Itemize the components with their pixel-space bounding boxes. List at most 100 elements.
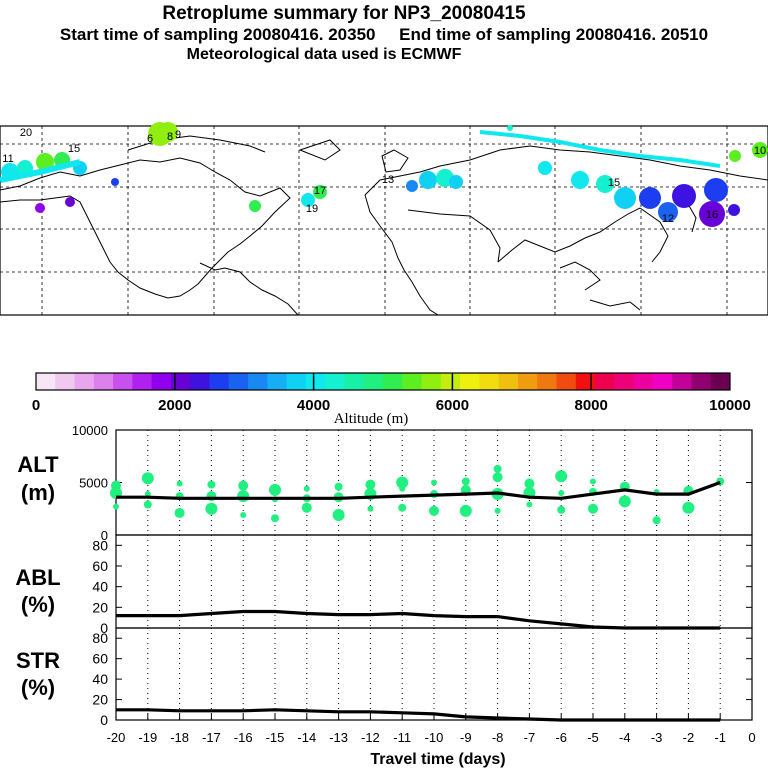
colorbar-tick-label: 8000 — [575, 397, 608, 414]
y-tick-label: 60 — [92, 558, 108, 574]
colorbar-swatch — [652, 373, 673, 390]
particle-point — [652, 516, 661, 525]
particle-point — [207, 480, 216, 489]
particle-point — [431, 479, 437, 486]
colorbar-tick-label: 4000 — [297, 397, 330, 414]
colorbar-swatch — [402, 373, 422, 390]
page-title: Retroplume summary for NP3_20080415 — [162, 3, 526, 24]
map-particle-blob — [313, 185, 327, 199]
particle-point — [176, 480, 183, 487]
map-particle-blob — [507, 125, 513, 131]
colorbar-swatch — [460, 373, 480, 390]
panel-ylabel-unit: (%) — [21, 592, 55, 617]
map-day-label: 17 — [314, 185, 326, 197]
map-day-label: 11 — [2, 153, 13, 165]
map-labels: 20 11 15 6 8 9 17 19 13 16 12 15 10 — [2, 127, 766, 225]
series-line-str — [116, 708, 721, 722]
particle-point — [526, 501, 533, 508]
x-tick-label: -10 — [425, 730, 444, 745]
colorbar-swatch — [267, 373, 288, 390]
y-tick-label: 80 — [92, 630, 108, 646]
panel-abl: 0 20 40 60 80 ABL(%) — [15, 534, 753, 636]
colorbar-tick-label: 0 — [32, 397, 40, 414]
colorbar-swatch — [672, 373, 692, 390]
y-tick-label: 40 — [92, 671, 108, 687]
panel-ylabel: STR — [16, 648, 60, 673]
map-particle-blob — [704, 178, 728, 202]
particle-point — [590, 478, 596, 485]
particle-point — [588, 503, 598, 514]
y-tick-label: 5000 — [79, 476, 108, 491]
map-particle-blob — [596, 175, 614, 193]
y-tick-label: 0 — [101, 528, 108, 543]
colorbar-swatch — [190, 373, 210, 390]
particle-point — [682, 501, 695, 514]
series-line-alt — [116, 480, 721, 500]
y-tick-label: 80 — [92, 537, 108, 553]
colorbar-swatch — [537, 373, 557, 390]
colorbar-frame — [35, 372, 731, 391]
panel-ylabel-unit: (m) — [21, 480, 55, 505]
y-tick-label: 40 — [92, 579, 108, 595]
map-particle-blob — [65, 197, 75, 207]
colorbar-swatch — [421, 373, 442, 390]
particle-point — [365, 479, 376, 490]
particle-point — [398, 503, 407, 512]
map-particle-blob — [36, 153, 54, 171]
map-day-label: 8 — [167, 131, 173, 143]
particle-point — [303, 485, 310, 492]
map-particle-blob — [699, 201, 725, 227]
map-particle-blob — [111, 178, 119, 186]
map-particle-blob — [35, 203, 45, 213]
x-tick-label: -19 — [138, 730, 157, 745]
particle-point — [494, 507, 501, 514]
map — [0, 125, 768, 316]
x-tick-label: 0 — [748, 730, 755, 745]
particle-point — [461, 477, 470, 486]
particle-point — [493, 464, 502, 473]
colorbar-swatch — [132, 373, 153, 390]
colorbar-swatch — [440, 373, 461, 390]
x-tick-label: -13 — [329, 730, 348, 745]
particle-point — [144, 491, 151, 498]
colorbar-swatch — [55, 373, 75, 390]
particle-point — [271, 514, 279, 523]
colorbar-swatch — [286, 373, 307, 390]
particle-point — [459, 504, 472, 517]
colorbar-swatch — [517, 373, 538, 390]
colorbar-swatch — [595, 373, 615, 390]
particle-point — [558, 490, 565, 496]
map-particle-blob — [729, 150, 741, 162]
colorbar-swatch — [575, 373, 596, 390]
map-frame — [0, 125, 768, 316]
colorbar-tick-label: 6000 — [436, 397, 469, 414]
map-day-label: 9 — [175, 129, 181, 141]
x-tick-label: -11 — [393, 730, 411, 745]
colorbar-swatch — [614, 373, 635, 390]
met-data-line: Meteorological data used is ECMWF — [186, 46, 462, 63]
panel-ylabel: ABL — [15, 565, 60, 590]
map-particle-blob — [728, 204, 740, 216]
colorbar-tick-label: 10000 — [709, 397, 751, 414]
map-particle-blob — [301, 193, 315, 207]
x-tick-label: -2 — [683, 730, 695, 745]
colorbar-swatch — [691, 373, 712, 390]
coastlines — [0, 135, 768, 316]
particle-point — [555, 470, 568, 483]
panel-alt: 10000 5000 0 ALT (m) — [17, 423, 753, 543]
x-tick-label: -20 — [107, 730, 126, 745]
map-particle-blob — [752, 142, 768, 158]
colorbar-swatch — [151, 373, 172, 390]
x-tick-label: -16 — [234, 730, 253, 745]
map-particle-blob — [449, 175, 463, 189]
map-particle-blob — [538, 161, 552, 175]
map-day-label: 19 — [306, 203, 318, 215]
y-tick-label: 0 — [100, 620, 108, 636]
x-tick-label: -5 — [587, 730, 599, 745]
x-tick-label: -14 — [297, 730, 316, 745]
particle-point — [332, 509, 345, 522]
x-tick-label: -9 — [460, 730, 472, 745]
sampling-times: Start time of sampling 20080416. 20350 E… — [59, 25, 709, 44]
colorbar-swatch — [209, 373, 230, 390]
